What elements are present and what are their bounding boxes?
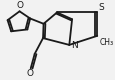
- Text: N: N: [70, 41, 77, 50]
- Text: CH₃: CH₃: [99, 38, 113, 47]
- Text: O: O: [16, 1, 23, 10]
- Text: O: O: [26, 69, 33, 78]
- Text: S: S: [98, 3, 103, 12]
